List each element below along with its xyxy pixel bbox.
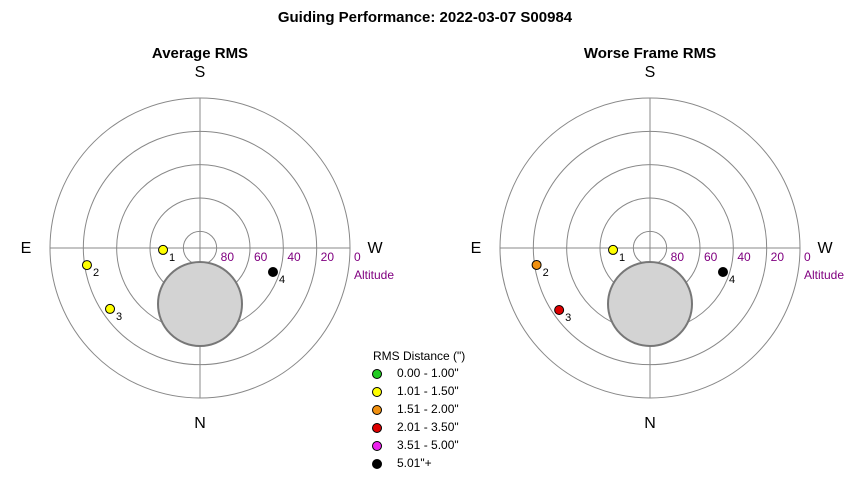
- point: [554, 304, 565, 315]
- grid-ring: [499, 97, 801, 399]
- r-axis-label: Altitude: [354, 268, 394, 282]
- point-label: 2: [93, 267, 99, 279]
- point: [531, 259, 542, 270]
- r-tick-label: 20: [771, 250, 785, 264]
- r-tick-label: 0: [354, 250, 361, 264]
- r-tick-label: 60: [254, 250, 268, 264]
- point-label: 4: [279, 274, 285, 286]
- r-tick-label: 60: [704, 250, 718, 264]
- compass-label: W: [817, 240, 833, 257]
- point-label: 3: [565, 312, 571, 324]
- point: [608, 244, 619, 255]
- obstruction-disk: [157, 261, 243, 347]
- panel-title: Worse Frame RMS: [584, 45, 716, 62]
- legend-label: 1.51 - 2.00": [397, 402, 459, 416]
- compass-label: E: [471, 240, 482, 257]
- point: [267, 266, 278, 277]
- r-tick-label: 0: [804, 250, 811, 264]
- compass-label: S: [195, 64, 206, 81]
- grid-ring: [49, 97, 351, 399]
- legend-title: RMS Distance ("): [373, 349, 465, 363]
- legend-swatch: [372, 441, 382, 451]
- grid-ring: [82, 130, 318, 366]
- point: [717, 266, 728, 277]
- obstruction-disk: [607, 261, 693, 347]
- compass-label: E: [21, 240, 32, 257]
- r-tick-label: 40: [287, 250, 301, 264]
- panel-title: Average RMS: [152, 45, 248, 62]
- legend-label: 3.51 - 5.00": [397, 438, 459, 452]
- r-axis-label: Altitude: [804, 268, 844, 282]
- legend-swatch: [372, 387, 382, 397]
- legend-label: 1.01 - 1.50": [397, 384, 459, 398]
- r-tick-label: 40: [737, 250, 751, 264]
- legend-label: 0.00 - 1.00": [397, 366, 459, 380]
- legend-swatch: [372, 369, 382, 379]
- compass-label: W: [367, 240, 383, 257]
- legend-swatch: [372, 459, 382, 469]
- r-tick-label: 80: [221, 250, 235, 264]
- point: [105, 303, 116, 314]
- compass-label: N: [194, 415, 206, 432]
- point-label: 1: [619, 252, 625, 264]
- r-tick-label: 20: [321, 250, 335, 264]
- point-label: 2: [543, 267, 549, 279]
- point-label: 4: [729, 274, 735, 286]
- compass-label: S: [645, 64, 656, 81]
- chart-title: Guiding Performance: 2022-03-07 S00984: [278, 9, 573, 26]
- point-label: 1: [169, 252, 175, 264]
- point: [81, 260, 92, 271]
- point: [158, 244, 169, 255]
- legend-label: 2.01 - 3.50": [397, 420, 459, 434]
- r-tick-label: 80: [671, 250, 685, 264]
- grid-ring: [532, 130, 768, 366]
- legend-swatch: [372, 423, 382, 433]
- legend-swatch: [372, 405, 382, 415]
- legend-label: 5.01"+: [397, 456, 432, 470]
- point-label: 3: [116, 311, 122, 323]
- compass-label: N: [644, 415, 656, 432]
